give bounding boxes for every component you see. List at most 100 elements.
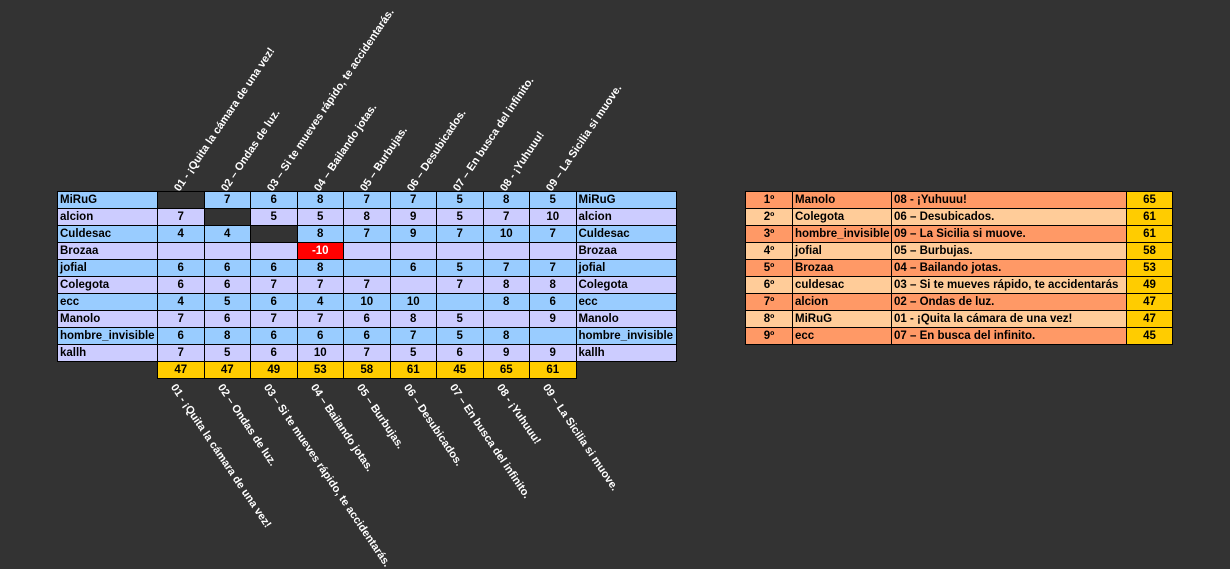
rank-song: 03 – Si te mueves rápido, te accidentará… [891, 276, 1127, 294]
rank-name: hombre_invisible [792, 225, 892, 243]
score-cell [389, 276, 437, 294]
total-cell: 61 [389, 361, 437, 379]
score-cell: 8 [296, 225, 344, 243]
song-header-bottom: 05 – Burbujas. [354, 382, 407, 452]
rank-position: 7º [745, 293, 793, 311]
score-cell: 7 [389, 191, 437, 209]
score-cell [157, 242, 205, 260]
row-name-left: ecc [57, 293, 158, 311]
rank-song: 06 – Desubicados. [891, 208, 1127, 226]
score-cell: 9 [389, 208, 437, 226]
score-cell [529, 242, 577, 260]
score-cell: 6 [250, 293, 298, 311]
score-cell: 5 [436, 259, 484, 277]
rank-position: 9º [745, 327, 793, 345]
score-cell: 8 [482, 276, 530, 294]
score-cell: 6 [157, 259, 205, 277]
row-name-right: ecc [575, 293, 677, 311]
score-cell: 6 [343, 327, 391, 345]
score-cell [343, 242, 391, 260]
score-cell: 7 [529, 225, 577, 243]
rank-position: 3º [745, 225, 793, 243]
score-cell: 5 [203, 293, 251, 311]
row-name-left: MiRuG [57, 191, 158, 209]
score-cell: 8 [296, 191, 344, 209]
score-cell: 5 [436, 310, 484, 328]
score-cell [482, 242, 530, 260]
score-cell: 7 [482, 208, 530, 226]
score-cell: 6 [296, 327, 344, 345]
score-cell: 7 [157, 344, 205, 362]
rank-name: Brozaa [792, 259, 892, 277]
score-cell: 7 [343, 276, 391, 294]
score-cell: 6 [436, 344, 484, 362]
rank-song: 01 - ¡Quita la cámara de una vez! [891, 310, 1127, 328]
song-header-bottom: 01 - ¡Quita la cámara de una vez! [168, 382, 274, 531]
rank-name: Manolo [792, 191, 892, 209]
score-cell [436, 242, 484, 260]
score-cell: 10 [343, 293, 391, 311]
song-header-top: 07 – En busca del infinito. [451, 75, 537, 194]
score-cell [157, 191, 205, 209]
score-cell: 7 [157, 310, 205, 328]
score-cell: 7 [529, 259, 577, 277]
score-cell: 8 [482, 293, 530, 311]
score-cell [250, 242, 298, 260]
score-cell: 4 [157, 293, 205, 311]
row-name-right: Brozaa [575, 242, 677, 260]
rank-name: Colegota [792, 208, 892, 226]
score-cell: 6 [203, 310, 251, 328]
rank-song: 02 – Ondas de luz. [891, 293, 1127, 311]
song-header-bottom: 08 - ¡Yuhuuu! [493, 382, 543, 447]
score-cell: 10 [296, 344, 344, 362]
score-cell: 5 [250, 208, 298, 226]
rank-name: ecc [792, 327, 892, 345]
rank-score: 61 [1126, 208, 1173, 226]
score-cell [203, 208, 251, 226]
row-name-right: hombre_invisible [575, 327, 677, 345]
score-cell [203, 242, 251, 260]
score-cell: 9 [529, 344, 577, 362]
total-cell: 45 [436, 361, 484, 379]
score-cell [436, 293, 484, 311]
score-cell [482, 310, 530, 328]
score-cell: 5 [436, 208, 484, 226]
score-cell: 7 [157, 208, 205, 226]
score-cell: 8 [343, 208, 391, 226]
rank-name: alcion [792, 293, 892, 311]
score-cell: 7 [343, 344, 391, 362]
score-cell: 7 [250, 276, 298, 294]
score-cell: 7 [296, 310, 344, 328]
song-header-top: 09 – La Sicilia si muove. [544, 82, 625, 194]
score-cell: 6 [203, 276, 251, 294]
score-cell: 6 [250, 191, 298, 209]
rank-score: 65 [1126, 191, 1173, 209]
score-cell: 7 [482, 259, 530, 277]
score-cell: 9 [529, 310, 577, 328]
score-cell: 10 [389, 293, 437, 311]
score-cell: 6 [529, 293, 577, 311]
score-cell: 6 [250, 327, 298, 345]
score-cell: 6 [157, 276, 205, 294]
score-cell: 6 [343, 310, 391, 328]
score-cell: 9 [389, 225, 437, 243]
score-cell: 6 [157, 327, 205, 345]
score-cell: 7 [296, 276, 344, 294]
score-cell: 7 [436, 276, 484, 294]
total-cell: 61 [529, 361, 577, 379]
score-cell: 5 [203, 344, 251, 362]
rank-song: 09 – La Sicilia si muove. [891, 225, 1127, 243]
rank-song: 08 - ¡Yuhuuu! [891, 191, 1127, 209]
score-cell: 6 [203, 259, 251, 277]
rank-name: culdesac [792, 276, 892, 294]
song-header-top: 08 - ¡Yuhuuu! [497, 129, 547, 194]
score-cell: 8 [296, 259, 344, 277]
score-cell: 4 [157, 225, 205, 243]
score-cell: 9 [482, 344, 530, 362]
rank-position: 4º [745, 242, 793, 260]
row-name-left: Brozaa [57, 242, 158, 260]
row-name-left: Manolo [57, 310, 158, 328]
rank-score: 45 [1126, 327, 1173, 345]
score-cell [250, 225, 298, 243]
score-cell: 8 [482, 327, 530, 345]
